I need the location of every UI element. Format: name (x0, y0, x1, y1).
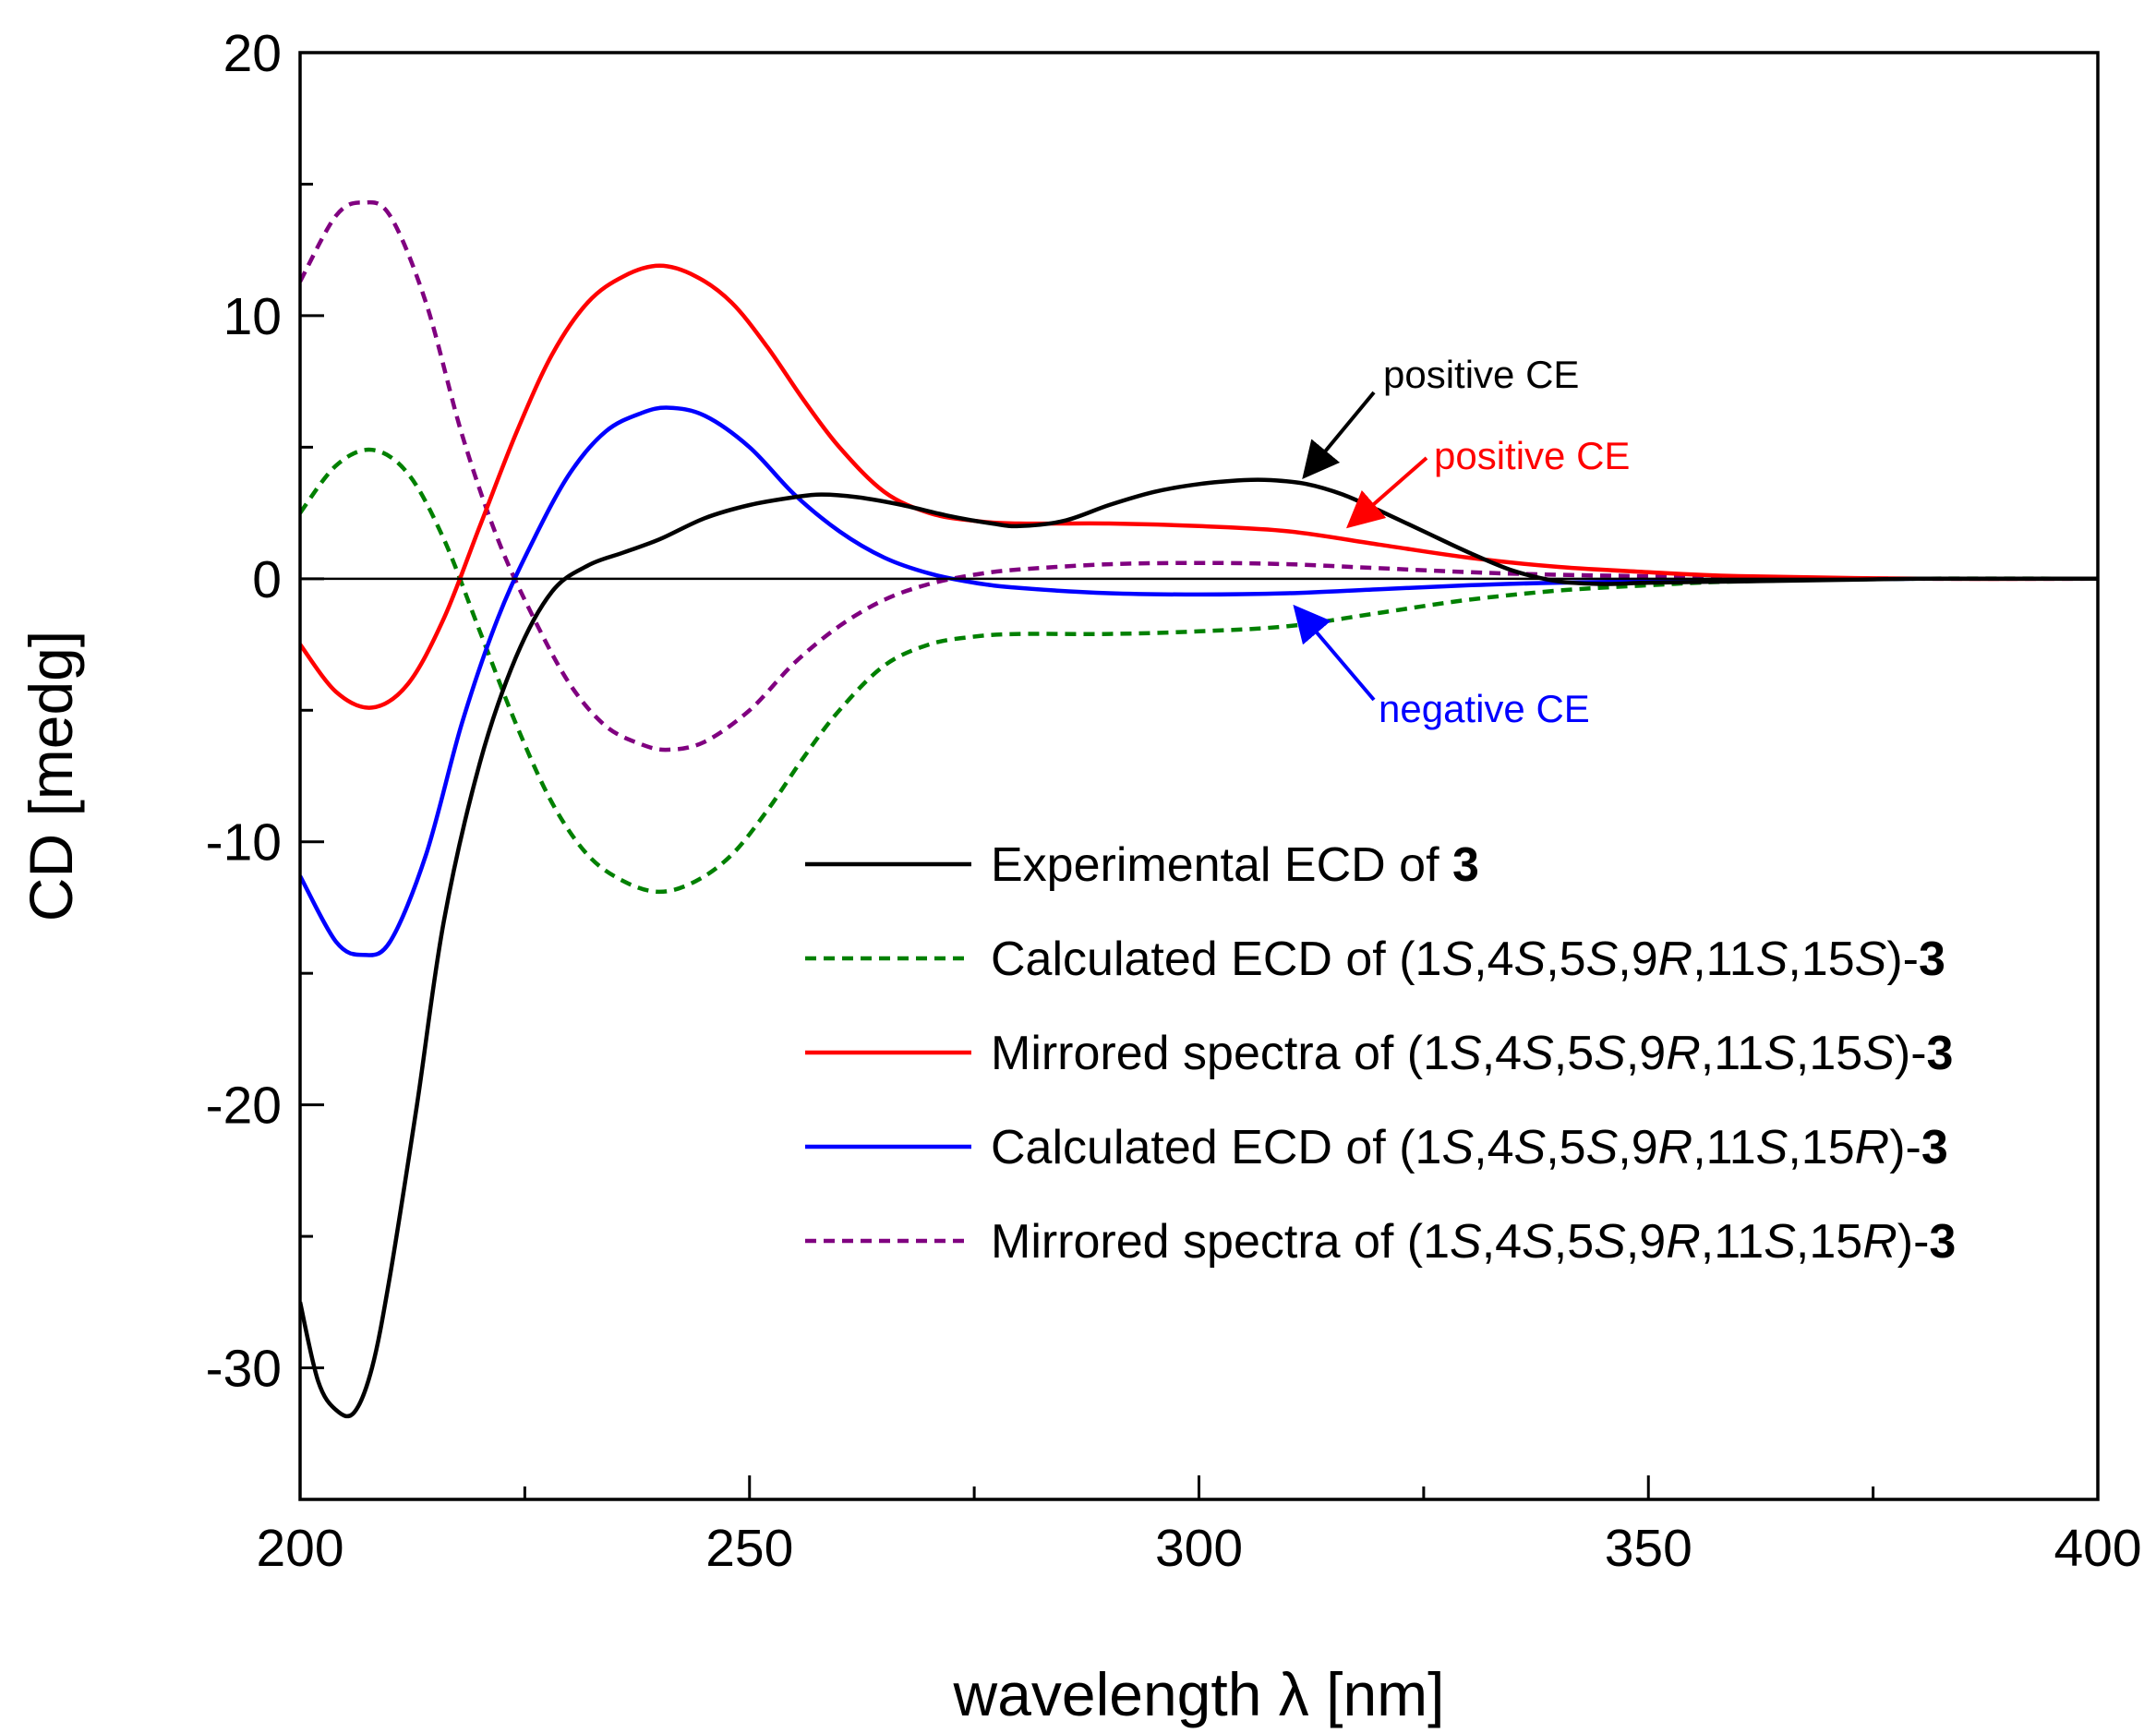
legend-text-part: ,11 (1692, 1121, 1755, 1174)
legend-text-part: ,4 (1482, 1027, 1522, 1080)
legend-text-part: ,9 (1618, 933, 1657, 986)
legend-text-part: S (1514, 933, 1547, 986)
legend-text-part: S (1450, 1215, 1482, 1269)
legend-text-part: ,5 (1554, 1215, 1594, 1269)
x-tick-label: 350 (1605, 1519, 1692, 1578)
series-line-1 (300, 477, 2098, 1419)
y-tick-label: -10 (206, 813, 282, 873)
legend-text-part: ,11 (1701, 1027, 1764, 1080)
legend-text-part: R (1658, 1121, 1693, 1174)
legend-text-part: 3 (1927, 1027, 1954, 1080)
legend-text-part: ,11 (1701, 1215, 1764, 1269)
legend-text-part: )- (1889, 1121, 1921, 1174)
legend-label-1: Experimental ECD of 3 (991, 838, 1479, 892)
legend-text-part: S (1594, 1027, 1626, 1080)
legend-text-part: S (1764, 1215, 1796, 1269)
legend-text-part: ,15 (1796, 1215, 1862, 1269)
legend-text-part: S (1764, 1027, 1796, 1080)
legend-text-part: Mirrored spectra of (1 (991, 1215, 1450, 1269)
series-line-5 (300, 199, 2098, 752)
legend-text-part: ,4 (1482, 1215, 1522, 1269)
legend-text-part: 3 (1919, 933, 1945, 986)
legend-text-part: R (1862, 1215, 1897, 1269)
legend-text-part: ,15 (1796, 1027, 1862, 1080)
legend-text-part: ,5 (1546, 933, 1585, 986)
legend-text-part: R (1666, 1215, 1701, 1269)
legend-text-part: S (1450, 1027, 1482, 1080)
legend-text-part: S (1756, 933, 1789, 986)
y-tick-label: 0 (252, 550, 282, 609)
legend-text-part: ,5 (1554, 1027, 1594, 1080)
legend-text-part: S (1522, 1027, 1554, 1080)
legend-text-part: S (1855, 933, 1887, 986)
annotation-positive-ce-red-label: positive CE (1434, 434, 1630, 477)
x-tick-label: 200 (256, 1519, 343, 1578)
y-tick-label: 10 (223, 287, 282, 346)
x-tick-label: 250 (705, 1519, 793, 1578)
legend-text-part: R (1658, 933, 1693, 986)
annotation-negative-ce-blue-arrow (1293, 604, 1376, 702)
legend-text-part: ,9 (1626, 1027, 1666, 1080)
legend-text-part: 3 (1929, 1215, 1956, 1269)
series-group (300, 199, 2098, 1419)
legend-text-part: S (1862, 1027, 1895, 1080)
annotation-positive-ce-black-arrow (1302, 391, 1376, 480)
legend-text-part: )- (1897, 1215, 1930, 1269)
legend-text-part: Experimental ECD of (991, 838, 1452, 892)
legend-text-part: )- (1886, 933, 1919, 986)
legend-text-part: S (1586, 933, 1619, 986)
legend-label-3: Mirrored spectra of (1S,4S,5S,9R,11S,15S… (991, 1027, 1953, 1080)
annotations: positive CE positive CE negative CE (1293, 353, 1630, 730)
y-tick-label: -20 (206, 1077, 282, 1136)
x-tick-label: 400 (2054, 1519, 2141, 1578)
x-axis-title: wavelength λ [nm] (953, 1660, 1445, 1728)
legend-text-part: S (1522, 1215, 1554, 1269)
legend-text-part: ,5 (1546, 1121, 1585, 1174)
legend-text-part: R (1666, 1027, 1701, 1080)
legend-text-part: R (1855, 1121, 1890, 1174)
legend-text-part: ,9 (1618, 1121, 1657, 1174)
legend-text-part: 3 (1921, 1121, 1948, 1174)
legend-text-part: Calculated ECD of (1 (991, 933, 1441, 986)
y-tick-label: 20 (223, 24, 282, 83)
annotation-negative-ce-blue-label: negative CE (1379, 687, 1590, 730)
legend-label-2: Calculated ECD of (1S,4S,5S,9R,11S,15S)-… (991, 933, 1945, 986)
annotation-positive-ce-black-label: positive CE (1383, 353, 1579, 396)
series-line-4 (300, 405, 2098, 957)
legend-label-5: Mirrored spectra of (1S,4S,5S,9R,11S,15R… (991, 1215, 1956, 1269)
legend-text-part: ,4 (1474, 933, 1513, 986)
legend-text-part: )- (1895, 1027, 1927, 1080)
legend-text-part: S (1441, 933, 1474, 986)
series-line-3 (300, 263, 2098, 710)
legend-text-part: ,9 (1626, 1215, 1666, 1269)
legend-text-part: S (1514, 1121, 1547, 1174)
legend-text-part: ,11 (1692, 933, 1755, 986)
legend-text-part: ,15 (1788, 933, 1854, 986)
legend-text-part: 3 (1452, 838, 1479, 892)
y-axis-title: CD [medg] (17, 631, 85, 921)
axis-ticks: 200 250 300 350 400 20 10 0 -10 -20 -30 (206, 24, 2142, 1578)
plot-frame (298, 51, 2100, 1501)
legend-text-part: S (1586, 1121, 1619, 1174)
x-tick-label: 300 (1155, 1519, 1243, 1578)
y-tick-label: -30 (206, 1340, 282, 1399)
legend-text-part: S (1594, 1215, 1626, 1269)
legend-text-part: S (1441, 1121, 1474, 1174)
legend-text-part: ,15 (1788, 1121, 1854, 1174)
series-line-2 (300, 447, 2098, 895)
legend-text-part: S (1756, 1121, 1789, 1174)
legend-label-4: Calculated ECD of (1S,4S,5S,9R,11S,15R)-… (991, 1121, 1948, 1174)
annotation-positive-ce-red-arrow (1345, 456, 1428, 529)
legend-text-part: ,4 (1474, 1121, 1513, 1174)
legend-text-part: Calculated ECD of (1 (991, 1121, 1441, 1174)
legend-text-part: Mirrored spectra of (1 (991, 1027, 1450, 1080)
